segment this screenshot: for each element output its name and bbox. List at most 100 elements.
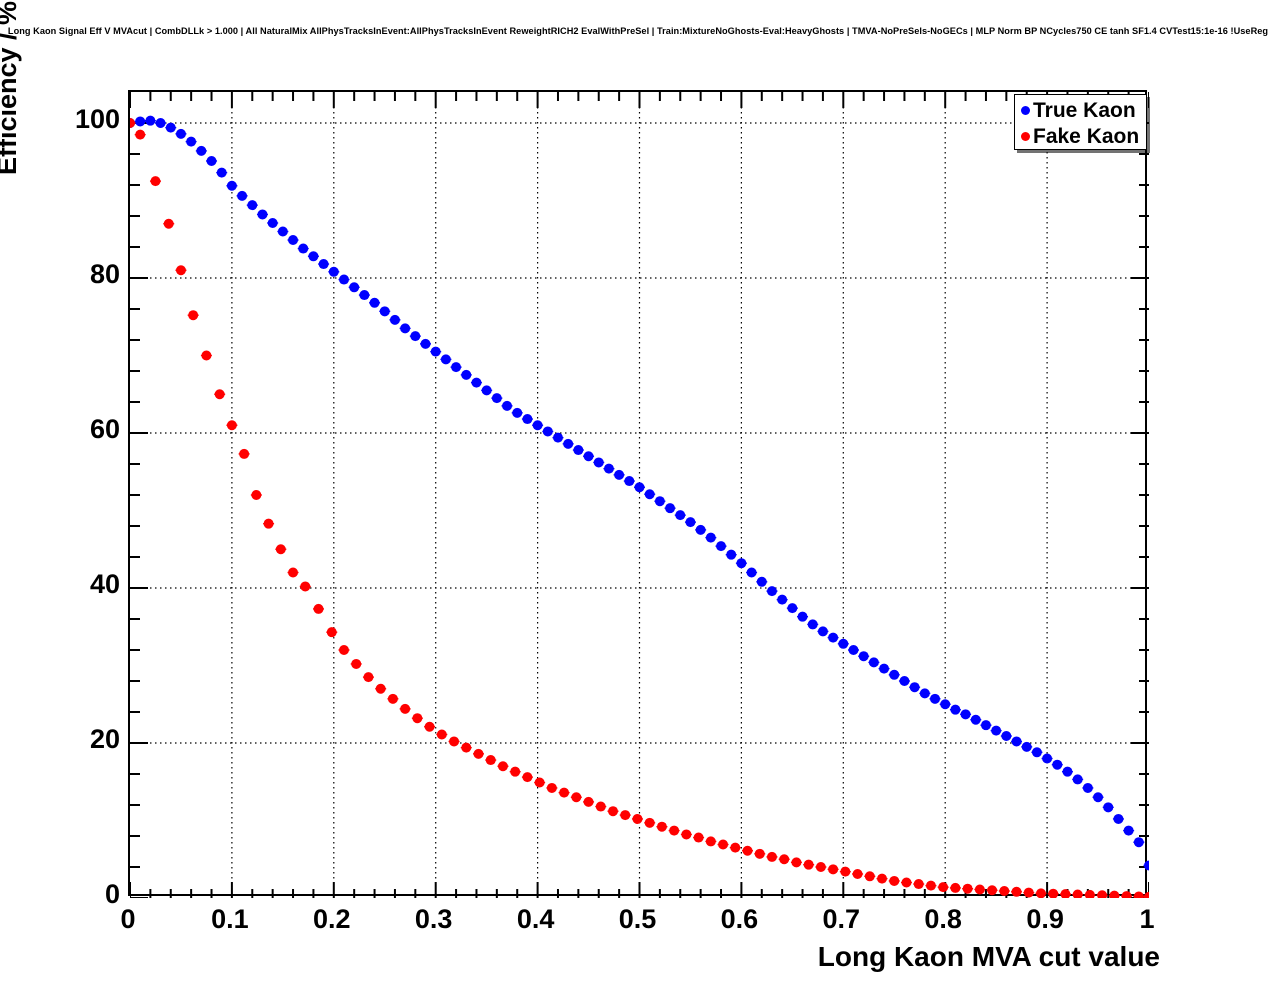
- data-point: [196, 145, 207, 156]
- data-point: [247, 200, 258, 211]
- chart-legend: True Kaon Fake Kaon: [1014, 94, 1147, 150]
- data-point: [351, 658, 362, 669]
- data-point: [1072, 889, 1083, 898]
- data-point: [980, 720, 991, 731]
- data-point: [777, 594, 788, 605]
- data-point: [938, 882, 949, 893]
- data-point: [436, 729, 447, 740]
- data-point: [375, 683, 386, 694]
- data-point: [654, 496, 665, 507]
- data-point: [909, 682, 920, 693]
- data-point: [1042, 753, 1053, 764]
- data-point: [412, 713, 423, 724]
- legend-entry: True Kaon: [1021, 97, 1136, 123]
- data-point: [313, 603, 324, 614]
- data-point: [1133, 837, 1144, 848]
- data-point: [277, 226, 288, 237]
- data-point: [828, 864, 839, 875]
- data-point: [449, 736, 460, 747]
- legend-marker-dot-icon: [1021, 105, 1030, 115]
- legend-label: True Kaon: [1033, 98, 1136, 122]
- data-point: [481, 385, 492, 396]
- x-tick-label: 0.2: [313, 904, 351, 934]
- data-point: [410, 331, 421, 342]
- data-point: [497, 761, 508, 772]
- data-point: [756, 576, 767, 587]
- data-point: [858, 651, 869, 662]
- x-tick-label: 0.4: [516, 904, 555, 934]
- data-point: [534, 777, 545, 788]
- data-point: [1031, 747, 1042, 758]
- x-tick-label: 0.6: [720, 904, 759, 934]
- x-tick-label: 0.1: [211, 904, 249, 934]
- data-point: [1121, 891, 1132, 898]
- data-point: [838, 638, 849, 649]
- data-point: [999, 886, 1010, 897]
- data-point: [573, 445, 584, 456]
- data-point: [1021, 741, 1032, 752]
- x-tick-label: 0.8: [924, 904, 962, 934]
- data-point: [746, 567, 757, 578]
- data-point: [328, 266, 339, 277]
- data-point: [471, 377, 482, 388]
- data-point: [1011, 736, 1022, 747]
- data-point: [369, 297, 380, 308]
- data-point: [608, 806, 619, 817]
- data-point: [552, 432, 563, 443]
- y-tick-label: 20: [89, 724, 120, 754]
- data-point: [522, 772, 533, 783]
- y-tick-label: 80: [89, 259, 120, 289]
- data-point: [300, 581, 311, 592]
- data-point: [656, 821, 667, 832]
- data-point: [175, 128, 186, 139]
- data-point: [510, 766, 521, 777]
- series-fake-kaon: [130, 118, 1149, 898]
- data-point: [730, 842, 741, 853]
- data-point: [546, 782, 557, 793]
- data-point: [559, 787, 570, 798]
- data-point: [675, 510, 686, 521]
- data-point: [251, 490, 262, 500]
- data-point: [267, 217, 278, 228]
- data-point: [899, 676, 910, 686]
- data-point: [512, 407, 523, 418]
- plot-canvas: [130, 92, 1149, 898]
- data-point: [522, 414, 533, 425]
- data-point: [815, 862, 826, 872]
- data-point: [889, 875, 900, 886]
- data-point: [930, 693, 941, 704]
- data-point: [840, 866, 851, 877]
- data-point: [864, 871, 875, 882]
- data-point: [1123, 825, 1134, 836]
- data-point: [593, 457, 604, 468]
- x-tick-label: 0.3: [414, 904, 453, 934]
- data-point: [624, 476, 635, 487]
- data-point: [275, 544, 286, 555]
- data-point: [913, 879, 924, 890]
- y-tick-label: 0: [104, 879, 120, 909]
- y-tick-label: 100: [74, 104, 120, 134]
- data-point: [1011, 886, 1022, 897]
- data-point: [214, 389, 225, 400]
- data-point: [473, 748, 484, 759]
- data-point: [817, 626, 828, 637]
- data-point: [1084, 889, 1095, 898]
- data-point: [326, 627, 337, 638]
- y-tick-label: 60: [89, 414, 120, 444]
- data-point: [766, 851, 777, 862]
- data-point: [165, 122, 176, 133]
- data-point: [1133, 891, 1144, 898]
- x-axis-title: Long Kaon MVA cut value: [817, 941, 1160, 972]
- y-tick-label: 40: [89, 569, 120, 599]
- data-point: [766, 586, 777, 597]
- data-point: [308, 251, 319, 262]
- data-point: [485, 755, 496, 766]
- data-point: [349, 282, 360, 293]
- data-point: [237, 190, 248, 201]
- data-point: [603, 463, 614, 474]
- data-point: [387, 693, 398, 704]
- data-point: [634, 482, 645, 493]
- data-point: [288, 567, 299, 578]
- data-point: [1144, 860, 1149, 871]
- data-point: [693, 832, 704, 843]
